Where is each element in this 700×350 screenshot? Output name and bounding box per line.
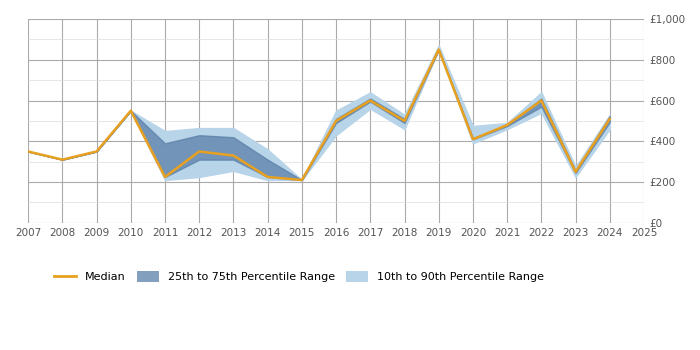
Legend: Median, 25th to 75th Percentile Range, 10th to 90th Percentile Range: Median, 25th to 75th Percentile Range, 1… xyxy=(54,271,545,282)
